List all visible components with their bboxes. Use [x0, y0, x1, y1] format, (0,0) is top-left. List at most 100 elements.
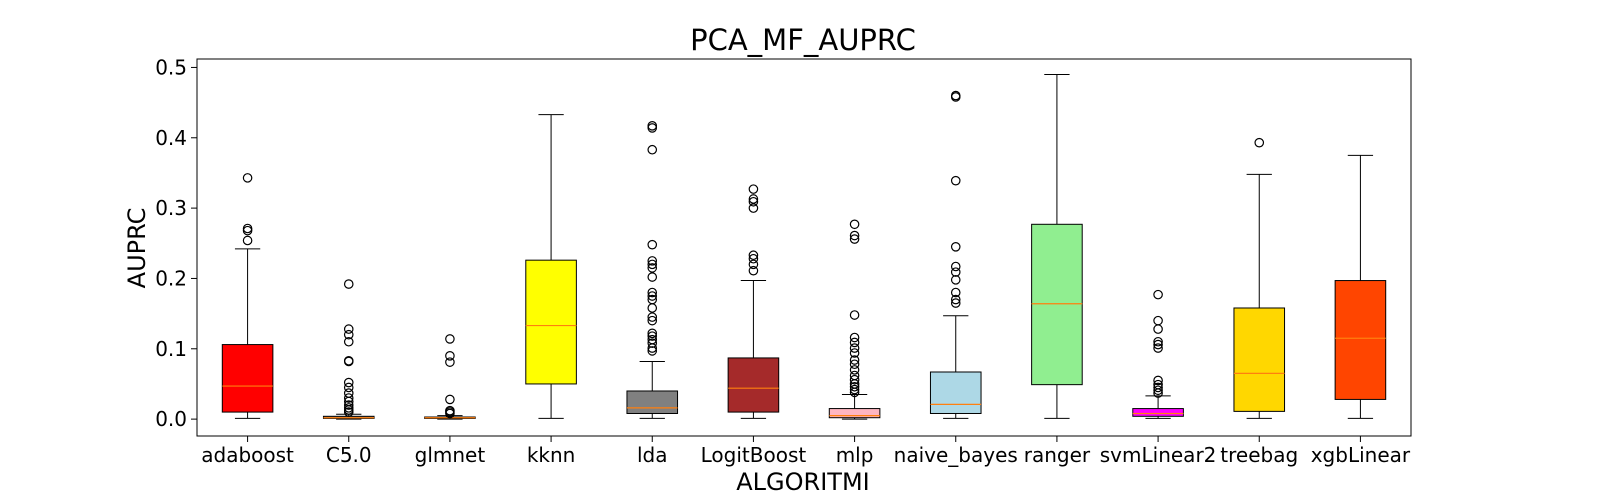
x-tick-label: treebag [1220, 443, 1298, 467]
outlier-point [343, 355, 354, 366]
outlier-point [748, 203, 759, 213]
x-tick-label: ranger [1024, 443, 1091, 467]
outlier-point [647, 291, 658, 301]
outlier-point [950, 90, 961, 101]
outlier-point [647, 294, 658, 305]
outlier-point [343, 403, 354, 413]
outlier-point [849, 348, 860, 358]
x-axis-label: ALGORITMI [736, 468, 869, 496]
outlier-point [748, 250, 759, 261]
outlier-point [950, 261, 961, 272]
outlier-point [748, 194, 759, 204]
outlier-point [647, 312, 658, 322]
outlier-point [748, 253, 759, 264]
outlier-point [343, 400, 354, 410]
outlier-point [343, 388, 354, 398]
outlier-point [950, 275, 961, 285]
outlier-point [748, 184, 759, 194]
outlier-point [950, 267, 961, 277]
outlier-point [647, 121, 658, 131]
plot-area: 0.0 0.1 0.2 0.3 0.4 0.5 adaboost C5.0 glmnet kknn… [155, 55, 1412, 467]
x-tick-label: naive_bayes [894, 443, 1018, 467]
outlier-point [748, 196, 759, 207]
outlier-point [647, 328, 658, 339]
x-tick-label: svmLinear2 [1100, 443, 1217, 467]
outlier-point [647, 263, 658, 273]
outlier-point [242, 235, 253, 246]
outlier-point [1153, 382, 1163, 393]
outlier-point [343, 382, 354, 393]
box-adaboost [221, 344, 274, 413]
outlier-point [849, 234, 860, 244]
outlier-point [849, 370, 860, 381]
box-mlp [828, 408, 881, 419]
x-tick-label: glmnet [415, 443, 486, 467]
outlier-point [445, 394, 455, 405]
box-naive_bayes [929, 371, 982, 414]
outlier-point [950, 294, 961, 305]
outlier-point [748, 259, 759, 270]
outlier-point [647, 272, 658, 282]
outlier-point [1254, 137, 1265, 148]
outlier-point [950, 175, 961, 186]
x-tick-label: C5.0 [326, 443, 372, 467]
outlier-point [849, 332, 860, 343]
outlier-point [1153, 324, 1163, 334]
outlier-point [849, 365, 860, 375]
outlier-point [849, 230, 860, 241]
outlier-point [647, 239, 658, 250]
outlier-point [647, 287, 658, 298]
outlier-point [343, 336, 354, 347]
outlier-point [1153, 375, 1163, 386]
outlier-point [849, 355, 860, 365]
y-axis-label: AUPRC [123, 208, 151, 289]
outlier-point [242, 173, 253, 183]
box-LogitBoost [727, 357, 780, 413]
box-xgbLinear [1334, 280, 1387, 400]
outlier-point [647, 256, 658, 266]
outlier-point [445, 357, 455, 367]
outlier-point [950, 298, 961, 308]
box-ranger [1031, 223, 1083, 386]
outlier-point [849, 310, 860, 320]
outlier-point [849, 384, 860, 395]
outlier-point [445, 405, 455, 416]
outlier-point [647, 259, 658, 270]
y-tick-label: 0.2 [155, 266, 187, 290]
outlier-point [1153, 379, 1163, 390]
outlier-point [343, 279, 354, 289]
outlier-point [849, 219, 860, 230]
y-tick-label: 0.1 [155, 337, 187, 361]
x-tick-label: adaboost [201, 443, 294, 467]
outlier-point [647, 331, 658, 341]
plot-frame [196, 58, 1412, 437]
outlier-point [849, 337, 860, 348]
outlier-point [242, 223, 253, 234]
outlier-point [1153, 315, 1163, 326]
box-svmLinear2 [1132, 408, 1184, 417]
outlier-point [343, 324, 354, 334]
outlier-point [647, 334, 658, 345]
outlier-point [748, 265, 759, 276]
outlier-point [647, 144, 658, 155]
outlier-point [1153, 339, 1163, 350]
x-tick-label: mlp [836, 443, 874, 467]
x-tick-label: lda [637, 443, 668, 467]
x-tick-label: xgbLinear [1311, 443, 1411, 467]
outlier-point [343, 393, 354, 403]
outlier-point [647, 346, 658, 356]
x-tick-label: LogitBoost [701, 443, 807, 467]
outlier-point [445, 351, 455, 361]
y-tick-label: 0.4 [155, 126, 187, 150]
box-lda [626, 390, 679, 414]
outlier-point [343, 377, 354, 388]
box-kknn [525, 259, 577, 385]
outlier-point [849, 359, 860, 370]
outlier-point [343, 329, 354, 340]
outlier-point [1153, 343, 1163, 353]
outlier-point [647, 338, 658, 348]
outlier-point [445, 334, 455, 344]
y-tick-label: 0.5 [155, 55, 187, 79]
y-tick-label: 0.3 [155, 196, 187, 220]
